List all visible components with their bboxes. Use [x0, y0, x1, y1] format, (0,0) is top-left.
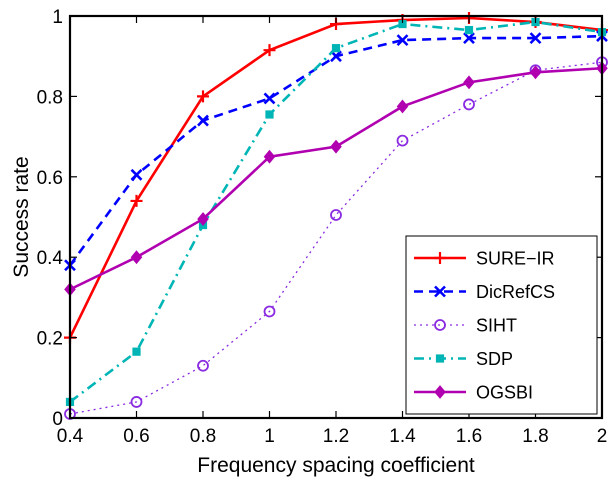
- series-layer: [64, 12, 608, 420]
- data-point-dicrefcs: [396, 34, 409, 47]
- y-tick-label: 1: [52, 7, 63, 28]
- data-point-ogsbi: [463, 75, 475, 90]
- data-point-ogsbi: [529, 65, 542, 80]
- data-point-sure-ir: [263, 44, 276, 57]
- legend-label-ogsbi: OGSBI: [476, 383, 533, 403]
- x-tick-label: 1.6: [456, 426, 482, 447]
- data-point-ogsbi: [396, 99, 409, 114]
- legend-item-dicrefcs: DicRefCS: [414, 282, 555, 302]
- y-tick-label: 0: [52, 409, 63, 430]
- data-point-ogsbi: [330, 139, 342, 154]
- data-point-siht: [396, 134, 409, 147]
- y-tick-label: 0.4: [37, 248, 64, 269]
- data-point-sdp: [265, 110, 274, 119]
- legend-box: [405, 235, 598, 415]
- data-point-ogsbi: [263, 149, 276, 164]
- data-point-sure-ir: [130, 194, 143, 207]
- legend-item-siht: SIHT: [414, 316, 517, 336]
- legend-item-sdp: SDP: [414, 349, 513, 369]
- series-line-siht: [69, 61, 603, 415]
- legend-label-siht: SIHT: [476, 316, 517, 336]
- data-point-siht: [330, 209, 342, 221]
- x-tick-label: 0.4: [57, 426, 84, 447]
- series-siht: [64, 56, 608, 420]
- legend-marker-sure-ir: [434, 252, 446, 264]
- data-point-siht: [263, 305, 276, 318]
- y-tick-label: 0.6: [37, 168, 63, 189]
- data-point-dicrefcs: [263, 92, 276, 105]
- data-point-siht: [130, 396, 143, 408]
- data-point-ogsbi: [197, 212, 209, 226]
- y-axis-label: Success rate: [10, 156, 33, 277]
- legend-item-ogsbi: OGSBI: [414, 383, 533, 403]
- data-point-sdp: [132, 347, 141, 356]
- legend-label-sdp: SDP: [476, 349, 513, 369]
- x-tick-label: 1.2: [323, 426, 349, 447]
- x-tick-label: 0.8: [190, 426, 216, 447]
- legend: SURE−IR DicRefCS SIHT SDP OGSBI: [405, 235, 598, 415]
- data-point-siht: [197, 359, 209, 372]
- x-tick-label: 1.4: [389, 426, 416, 447]
- data-point-ogsbi: [130, 250, 143, 265]
- data-point-dicrefcs: [130, 168, 143, 181]
- data-point-sdp: [464, 25, 474, 35]
- legend-marker-siht: [434, 319, 446, 331]
- x-tick-label: 0.6: [123, 426, 149, 447]
- x-axis-label: Frequency spacing coefficient: [197, 454, 475, 477]
- x-tick-label: 1: [264, 426, 275, 447]
- data-point-siht: [463, 98, 475, 111]
- legend-marker-dicrefcs: [434, 285, 446, 298]
- ticks-layer: 0.4 0.6 0.8 1 1.2 1.4 1.6 1.8 2 0 0.2 0.4 0.6 0.8 1: [37, 7, 608, 447]
- data-point-dicrefcs: [197, 114, 209, 127]
- data-point-sdp: [331, 44, 341, 53]
- data-point-sure-ir: [197, 90, 209, 103]
- legend-label-sure-ir: SURE−IR: [476, 249, 555, 269]
- legend-marker-sdp: [435, 354, 445, 363]
- legend-label-dicrefcs: DicRefCS: [476, 282, 555, 302]
- x-tick-label: 2: [597, 426, 608, 447]
- legend-marker-ogsbi: [434, 385, 446, 399]
- data-point-dicrefcs: [529, 32, 542, 45]
- x-tick-label: 1.8: [522, 426, 548, 447]
- y-tick-label: 0.8: [37, 87, 63, 108]
- legend-item-sure-ir: SURE−IR: [414, 249, 555, 269]
- y-tick-label: 0.2: [37, 329, 63, 350]
- data-point-dicrefcs: [463, 32, 475, 45]
